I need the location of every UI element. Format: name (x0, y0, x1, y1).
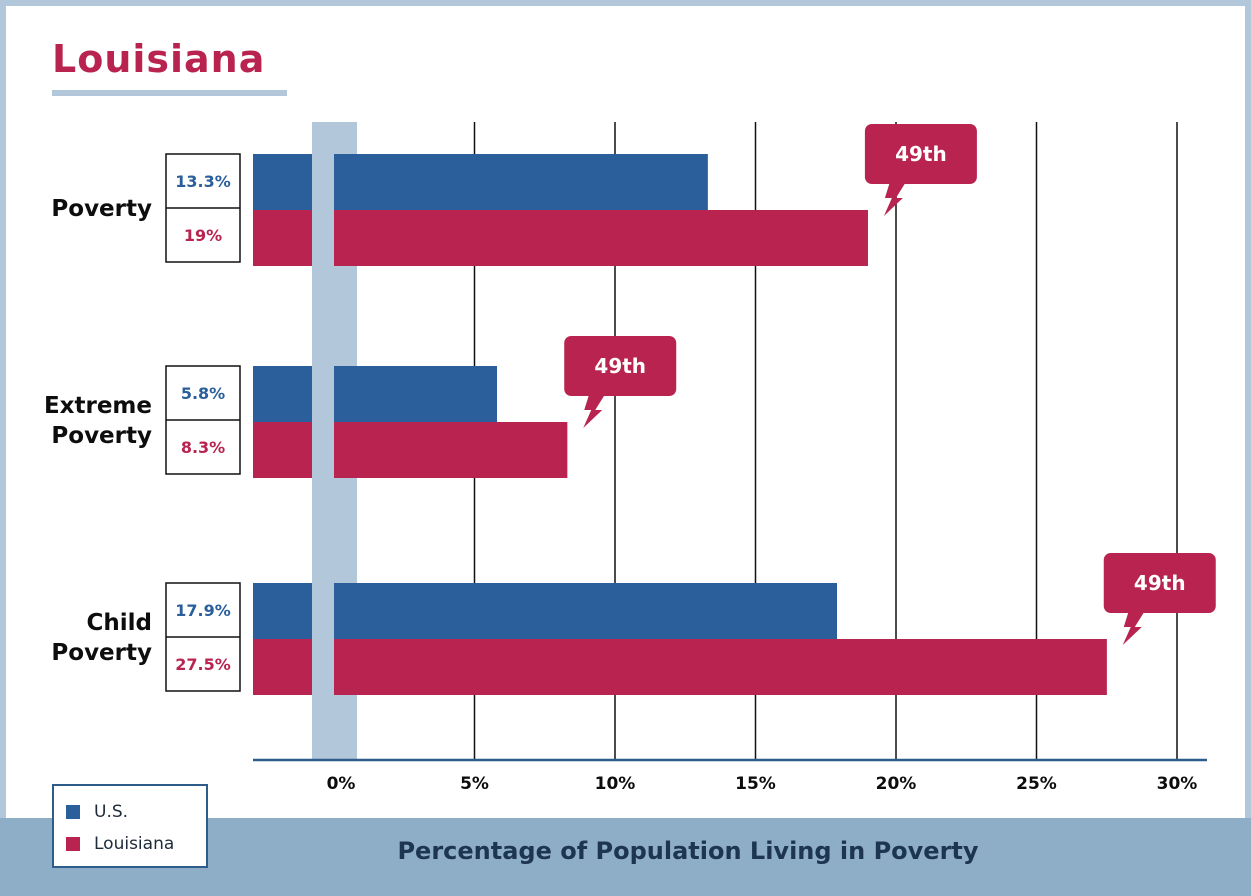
category-label: Poverty (51, 640, 152, 666)
rank-callout-pointer (1122, 611, 1145, 645)
x-tick-label: 30% (1157, 774, 1198, 794)
x-axis-caption: Percentage of Population Living in Pover… (397, 837, 979, 865)
value-label-state: 27.5% (175, 655, 231, 674)
legend: U.S. Louisiana (52, 784, 208, 868)
bar-fill-state-0 (334, 210, 868, 266)
x-tick-label: 25% (1016, 774, 1057, 794)
title-underline (52, 90, 287, 96)
rank-callout-pointer (883, 182, 906, 216)
bar-fill-us-1 (334, 366, 497, 422)
x-tick-label: 5% (460, 774, 489, 794)
rank-callout-bubble (864, 124, 977, 184)
x-tick-label: 0% (327, 774, 356, 794)
rank-callout-bubble (564, 336, 677, 396)
rank-callout-label: 49th (895, 142, 947, 166)
legend-swatch-state (66, 837, 80, 851)
legend-label-us: U.S. (94, 802, 129, 822)
legend-label-state: Louisiana (94, 834, 175, 854)
rank-callout-label: 49th (1134, 571, 1186, 595)
footer-band (0, 818, 1251, 896)
x-tick-label: 20% (876, 774, 917, 794)
rank-callout-bubble (1103, 553, 1216, 613)
x-tick-label: 15% (735, 774, 776, 794)
legend-item-state: Louisiana (66, 828, 206, 860)
bar-fill-state-2 (334, 639, 1107, 695)
rank-callout-pointer (583, 394, 606, 428)
legend-item-us: U.S. (66, 796, 206, 828)
category-label: Extreme (44, 393, 152, 419)
value-label-state: 8.3% (181, 438, 225, 457)
category-label: Poverty (51, 196, 152, 222)
chart-title: Louisiana (52, 37, 266, 81)
category-label: Child (87, 610, 153, 636)
bar-fill-state-1 (334, 422, 568, 478)
bar-fill-us-0 (334, 154, 708, 210)
value-label-us: 17.9% (175, 601, 231, 620)
legend-swatch-us (66, 805, 80, 819)
x-tick-label: 10% (595, 774, 636, 794)
value-label-state: 19% (184, 226, 222, 245)
category-label: Poverty (51, 423, 152, 449)
bar-fill-us-2 (334, 583, 837, 639)
rank-callout-label: 49th (594, 354, 646, 378)
value-label-us: 5.8% (181, 384, 225, 403)
value-label-us: 13.3% (175, 172, 231, 191)
